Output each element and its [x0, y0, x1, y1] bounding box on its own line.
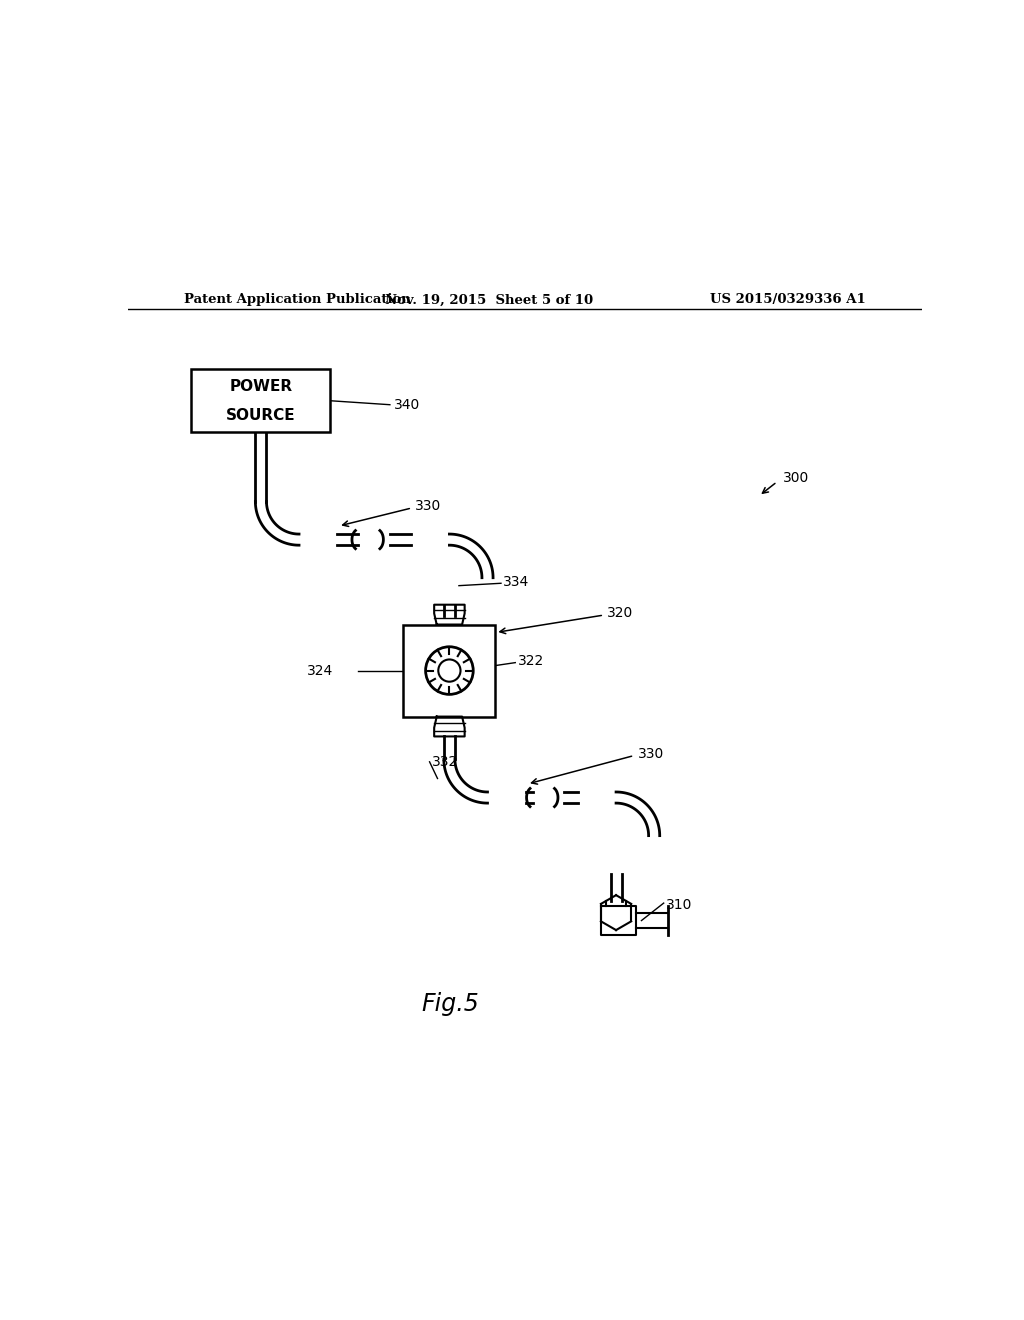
Text: US 2015/0329336 A1: US 2015/0329336 A1 — [711, 293, 866, 306]
Text: 324: 324 — [306, 664, 333, 677]
FancyBboxPatch shape — [403, 624, 496, 717]
Circle shape — [426, 647, 473, 694]
Text: Patent Application Publication: Patent Application Publication — [183, 293, 411, 306]
Text: POWER: POWER — [229, 379, 293, 393]
FancyBboxPatch shape — [191, 370, 331, 433]
Text: 334: 334 — [503, 574, 528, 589]
Text: 322: 322 — [518, 653, 544, 668]
Text: 330: 330 — [638, 747, 664, 760]
Text: 310: 310 — [666, 898, 692, 912]
Text: SOURCE: SOURCE — [226, 408, 296, 422]
Text: 300: 300 — [782, 471, 809, 484]
Text: 340: 340 — [394, 397, 420, 412]
Text: 320: 320 — [607, 606, 634, 619]
Text: 330: 330 — [416, 499, 441, 513]
Circle shape — [438, 660, 461, 681]
Text: 332: 332 — [432, 755, 458, 768]
Text: Fig.5: Fig.5 — [422, 991, 479, 1016]
Text: Nov. 19, 2015  Sheet 5 of 10: Nov. 19, 2015 Sheet 5 of 10 — [385, 293, 593, 306]
